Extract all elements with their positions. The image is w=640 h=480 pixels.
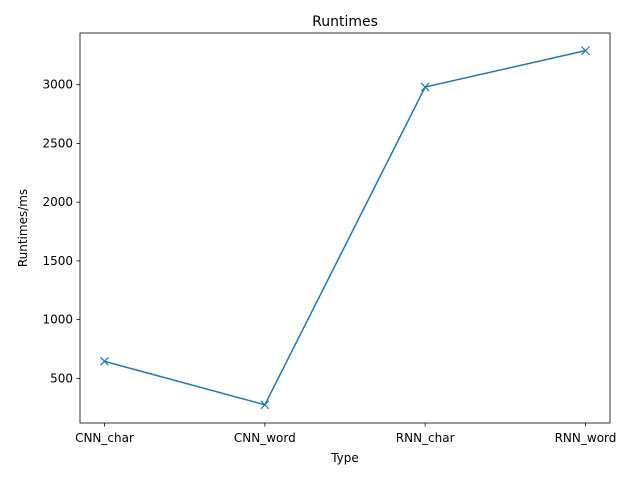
- y-axis-label: Runtimes/ms: [16, 189, 30, 267]
- x-tick-label: RNN_char: [396, 431, 455, 445]
- chart-title: Runtimes: [312, 14, 378, 30]
- y-tick-label: 2500: [42, 136, 73, 150]
- x-tick-label: RNN_word: [555, 431, 617, 445]
- axes-frame: [79, 32, 611, 424]
- data-point-marker: [260, 400, 270, 410]
- data-point-marker: [100, 356, 109, 366]
- y-tick-label: 1000: [42, 313, 73, 327]
- plot-area: 500 1000 1500 2000 2500 3000 CNN_char CNN_word R…: [42, 46, 617, 445]
- series-line: [104, 49, 586, 406]
- x-tick-label: CNN_char: [75, 431, 134, 445]
- data-point-marker: [420, 82, 430, 92]
- x-tick-label: CNN_word: [234, 431, 296, 445]
- y-tick-label: 3000: [42, 78, 73, 92]
- data-point-marker: [581, 46, 590, 56]
- y-tick-label: 500: [50, 371, 73, 385]
- x-axis-label: Type: [330, 451, 359, 465]
- y-tick-label: 2000: [42, 195, 73, 209]
- y-tick-label: 1500: [42, 254, 73, 268]
